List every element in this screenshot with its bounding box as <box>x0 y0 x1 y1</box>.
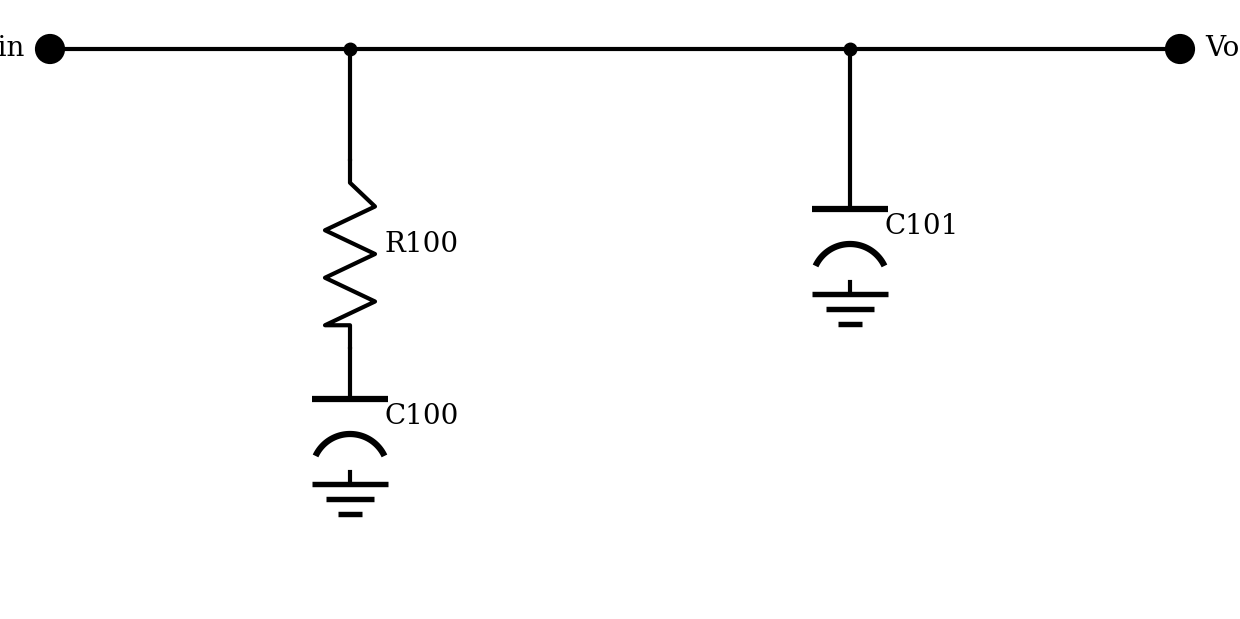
Text: Vin: Vin <box>0 35 25 63</box>
Text: R100: R100 <box>384 230 459 258</box>
Text: Vout: Vout <box>1205 35 1240 63</box>
Text: C100: C100 <box>384 403 459 430</box>
Circle shape <box>1167 36 1193 62</box>
Text: C101: C101 <box>885 213 960 240</box>
Circle shape <box>37 36 63 62</box>
